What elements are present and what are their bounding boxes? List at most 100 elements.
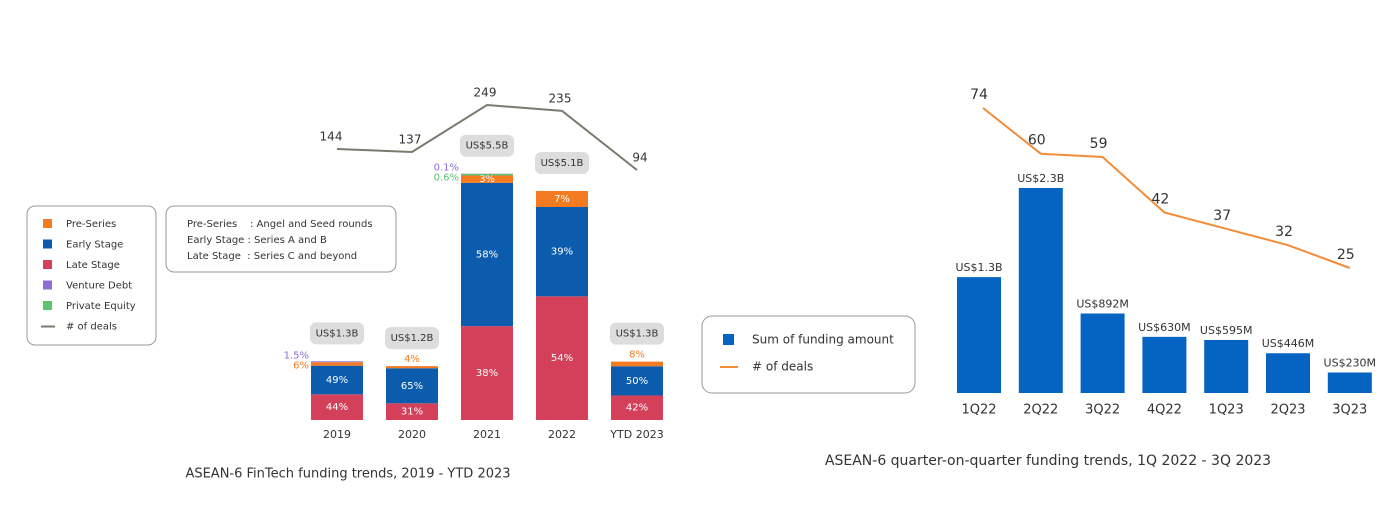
x-tick-label: 2019	[323, 428, 351, 441]
data-label: 58%	[476, 250, 498, 261]
bar	[957, 277, 1001, 393]
note: Pre-Series : Angel and Seed rounds	[187, 219, 373, 230]
total-label: US$5.1B	[541, 158, 584, 169]
data-label: US$230M	[1324, 357, 1377, 370]
data-label: US$446M	[1262, 337, 1315, 350]
x-tick-label: 3Q22	[1085, 403, 1120, 418]
bar-segment	[311, 362, 363, 366]
bar-segment	[536, 190, 588, 207]
total-box	[385, 327, 439, 350]
x-tick-label: 2Q23	[1270, 403, 1305, 418]
bar	[1204, 339, 1249, 393]
data-label: 38%	[476, 368, 498, 379]
legend-label: # of deals	[752, 360, 813, 374]
legend-swatch	[43, 219, 52, 228]
data-label: 0.6%	[434, 173, 459, 184]
total-box	[310, 322, 364, 345]
bar-segment	[536, 206, 588, 297]
total-label: US$1.3B	[316, 328, 359, 339]
total-label: US$1.2B	[391, 333, 434, 344]
x-tick-label: 2021	[473, 428, 501, 441]
legend-label: Late Stage	[66, 260, 120, 271]
data-label: US$892M	[1076, 297, 1129, 310]
data-label: 6%	[293, 360, 309, 371]
x-tick-label: 2Q22	[1023, 403, 1058, 418]
caption: ASEAN-6 FinTech funding trends, 2019 - Y…	[185, 467, 510, 482]
data-label: 31%	[401, 407, 423, 418]
deal-label: 32	[1275, 224, 1293, 240]
x-tick-label: YTD 2023	[609, 428, 663, 441]
x-tick-label: 1Q23	[1209, 403, 1244, 418]
total-box	[610, 322, 664, 345]
legend-swatch	[723, 334, 734, 345]
bar-segment	[311, 361, 363, 363]
bar	[1266, 353, 1310, 393]
total-label: US$5.5B	[466, 141, 509, 152]
data-label: 4%	[404, 354, 420, 365]
bar-segment	[311, 365, 363, 395]
deal-label: 42	[1151, 191, 1169, 207]
bar	[1142, 336, 1187, 393]
legend-swatch	[43, 260, 52, 269]
data-label: 39%	[551, 247, 573, 258]
deal-label: 235	[549, 91, 572, 105]
legend-label: Sum of funding amount	[752, 333, 894, 347]
data-label: US$2.3B	[1017, 172, 1064, 185]
deal-label: 249	[474, 86, 497, 100]
bar-segment	[611, 366, 663, 396]
bar-segment	[461, 175, 513, 183]
legend-label: # of deals	[66, 322, 117, 333]
deal-label: 60	[1028, 133, 1046, 149]
data-label: US$630M	[1138, 321, 1191, 334]
total-box	[460, 134, 514, 157]
legend-swatch	[43, 301, 52, 310]
deal-label: 37	[1213, 208, 1231, 224]
deal-label: 74	[970, 87, 988, 103]
data-label: 50%	[626, 376, 648, 387]
data-label: 7%	[554, 194, 570, 205]
deal-label: 144	[320, 130, 343, 144]
bar	[1327, 372, 1372, 393]
bar-segment	[386, 403, 438, 420]
data-label: 8%	[629, 350, 645, 361]
caption: ASEAN-6 quarter-on-quarter funding trend…	[825, 453, 1271, 469]
x-tick-label: 4Q22	[1147, 403, 1182, 418]
data-label: 49%	[326, 375, 348, 386]
deal-label: 25	[1337, 247, 1355, 263]
total-box	[535, 151, 589, 174]
bar-segment	[611, 395, 663, 420]
data-label: 42%	[626, 403, 648, 414]
bar-segment	[461, 182, 513, 327]
legend-label: Early Stage	[66, 240, 123, 251]
data-label: 54%	[551, 353, 573, 364]
note: Early Stage : Series A and B	[187, 235, 327, 246]
data-label: 0.1%	[434, 163, 459, 174]
data-label: 44%	[326, 402, 348, 413]
bar-segment	[461, 173, 513, 176]
x-tick-label: 2020	[398, 428, 426, 441]
note-box	[165, 205, 397, 273]
legend-label: Pre-Series	[66, 219, 116, 230]
legend-box	[701, 315, 916, 394]
data-label: US$1.3B	[955, 261, 1002, 274]
deal-label: 59	[1090, 136, 1108, 152]
bar-segment	[386, 368, 438, 404]
total-label: US$1.3B	[616, 329, 659, 340]
bar-segment	[461, 326, 513, 420]
deals-line	[336, 103, 638, 171]
legend-box	[26, 205, 157, 346]
deals-line	[982, 107, 1351, 269]
legend-swatch	[43, 280, 52, 290]
x-tick-label: 2022	[548, 428, 576, 441]
bar-segment	[386, 366, 438, 369]
deal-label: 137	[399, 132, 422, 146]
legend-swatch	[43, 239, 52, 249]
data-label: 1.5%	[284, 350, 309, 361]
legend-label: Venture Debt	[66, 281, 132, 292]
data-label: 65%	[401, 381, 423, 392]
bar-segment	[536, 296, 588, 420]
data-label: US$595M	[1200, 324, 1253, 337]
note: Late Stage : Series C and beyond	[187, 251, 357, 262]
bar	[1018, 188, 1063, 393]
